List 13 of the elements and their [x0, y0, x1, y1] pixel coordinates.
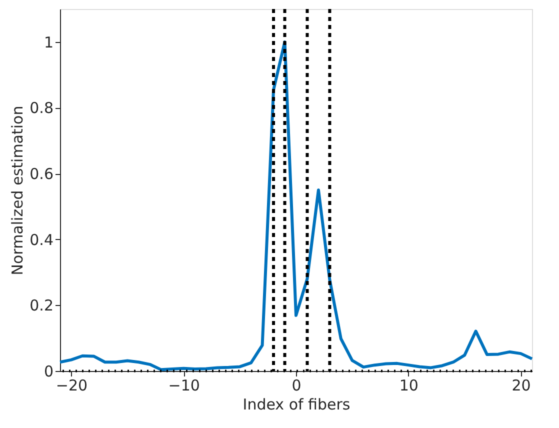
- x-tick-label: −20: [56, 376, 88, 394]
- y-tick-label: 0.4: [30, 230, 54, 249]
- y-tick-label: 1: [44, 33, 54, 52]
- y-tick-label: 0.2: [30, 296, 54, 315]
- x-axis-title: Index of fibers: [242, 396, 350, 414]
- y-tick-label: 0: [44, 362, 54, 380]
- y-tick-label: 0.8: [30, 99, 54, 118]
- y-tick-label: 0.6: [30, 165, 54, 184]
- x-tick-label: 20: [512, 376, 531, 394]
- y-axis-title: Normalized estimation: [8, 106, 27, 276]
- x-tick-label: 0: [292, 376, 302, 394]
- x-tick-label: 10: [399, 376, 418, 394]
- x-tick-label: −10: [168, 376, 200, 394]
